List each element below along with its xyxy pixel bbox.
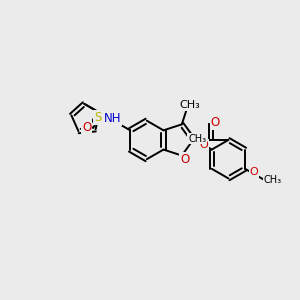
Text: O: O xyxy=(180,153,189,166)
Text: O: O xyxy=(250,167,258,177)
Text: O: O xyxy=(200,140,208,150)
Text: CH₃: CH₃ xyxy=(188,134,206,144)
Text: CH₃: CH₃ xyxy=(263,175,282,185)
Text: S: S xyxy=(94,111,102,124)
Text: O: O xyxy=(82,121,92,134)
Text: NH: NH xyxy=(103,112,121,125)
Text: CH₃: CH₃ xyxy=(180,100,201,110)
Text: O: O xyxy=(211,116,220,129)
